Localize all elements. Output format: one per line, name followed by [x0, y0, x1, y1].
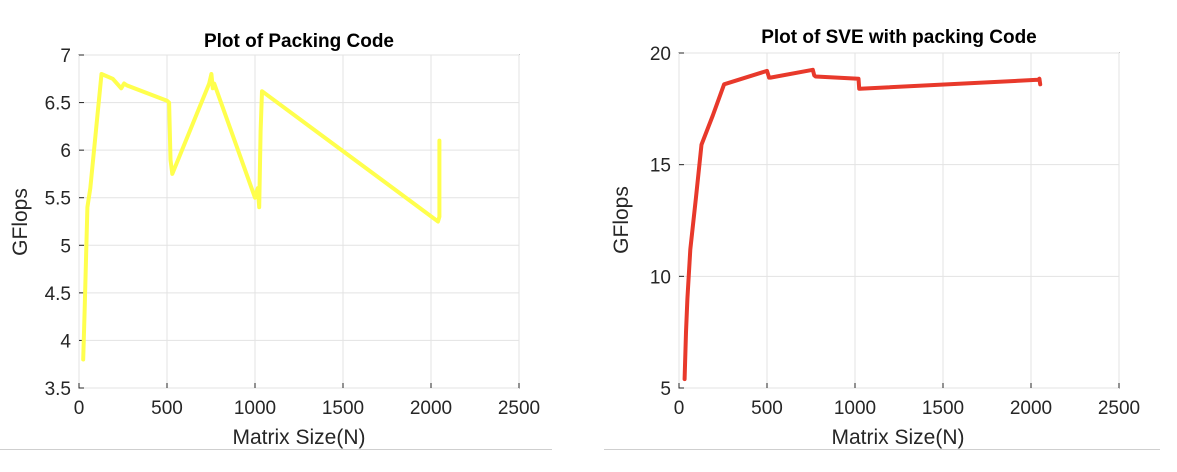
y-tick-label: 4 [60, 331, 71, 352]
y-tick-label: 6.5 [45, 94, 71, 115]
y-tick-label: 15 [650, 156, 671, 177]
y-tick-label: 20 [650, 44, 671, 65]
x-tick-label: 0 [674, 398, 685, 419]
x-tick-label: 1000 [234, 398, 276, 419]
y-tick-label: 3.5 [45, 379, 71, 400]
plot-area [678, 52, 1120, 389]
data-series [682, 67, 1043, 382]
series-line [682, 67, 1043, 382]
data-series [81, 72, 442, 362]
x-tick-label: 2500 [498, 398, 540, 419]
grid-lines [678, 52, 1120, 389]
x-tick-label: 1500 [922, 398, 964, 419]
x-axis-ticks: 0 500 1000 1500 2000 2500 [674, 383, 1140, 419]
chart-title: Plot of SVE with packing Code [761, 27, 1037, 48]
y-tick-label: 5 [60, 236, 71, 257]
x-tick-label: 500 [751, 398, 783, 419]
sve-packing-chart: 0 500 1000 1500 2000 2500 5 10 15 20 Plot of SVE… [610, 27, 1140, 449]
bottom-rule-right [604, 449, 1160, 450]
y-tick-label: 5.5 [45, 189, 71, 210]
x-tick-label: 1000 [834, 398, 876, 419]
y-tick-label: 6 [60, 141, 71, 162]
packing-code-chart: 0 500 1000 1500 2000 2500 3.5 4 4.5 5 5.5 6 6.5 7 Pl… [9, 31, 540, 449]
x-tick-label: 0 [74, 398, 85, 419]
x-tick-label: 2000 [410, 398, 452, 419]
y-tick-label: 5 [660, 379, 671, 400]
x-tick-label: 1500 [322, 398, 364, 419]
x-tick-label: 500 [151, 398, 183, 419]
x-axis-ticks: 0 500 1000 1500 2000 2500 [74, 383, 540, 419]
grid-lines [78, 54, 520, 389]
y-tick-label: 7 [60, 46, 71, 67]
x-axis-label: Matrix Size(N) [232, 426, 365, 449]
x-axis-label: Matrix Size(N) [831, 426, 964, 449]
plot-area [78, 54, 520, 389]
y-tick-label: 10 [650, 267, 671, 288]
x-tick-label: 2000 [1010, 398, 1052, 419]
chart-title: Plot of Packing Code [204, 31, 394, 52]
y-axis-label: GFlops [610, 186, 633, 254]
x-tick-label: 2500 [1098, 398, 1140, 419]
y-axis-ticks: 5 10 15 20 [650, 44, 684, 400]
y-axis-ticks: 3.5 4 4.5 5 5.5 6 6.5 7 [45, 46, 84, 400]
bottom-rule-left [0, 449, 552, 450]
y-axis-label: GFlops [9, 188, 32, 256]
series-line [81, 72, 442, 362]
y-tick-label: 4.5 [45, 284, 71, 305]
